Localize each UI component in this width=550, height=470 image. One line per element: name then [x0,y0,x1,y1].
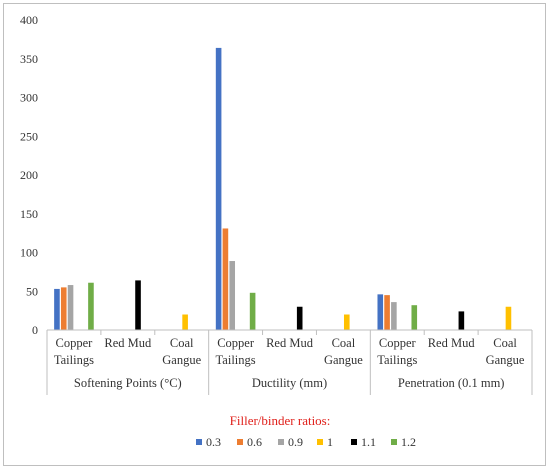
category-label: Red Mud [428,336,476,350]
bar [343,314,350,330]
legend-swatch [196,439,202,445]
y-tick-label: 150 [20,207,38,221]
category-label: Tailings [377,353,417,367]
category-label: Gangue [162,353,201,367]
bar [229,261,236,330]
bar [384,295,390,330]
legend-label: 0.6 [247,435,262,449]
legend-swatch [391,439,397,445]
y-tick-label: 0 [32,323,38,337]
category-label: Coal [170,336,194,350]
legend-label: 1.2 [401,435,416,449]
y-tick-label: 100 [20,246,38,260]
category-label: Red Mud [266,336,314,350]
bar [391,302,397,330]
y-tick-label: 350 [20,52,38,66]
legend-swatch [237,439,243,445]
y-tick-label: 300 [20,91,38,105]
bar [135,280,141,330]
bar [296,306,303,330]
bar [215,47,222,331]
legend-label: 0.9 [288,435,303,449]
bar [377,294,384,330]
bar [88,282,94,330]
legend-label: 0.3 [206,435,221,449]
bar [458,311,465,330]
category-label: Tailings [54,353,94,367]
group-label: Ductility (mm) [252,376,327,390]
category-label: Coal [493,336,517,350]
legend-swatch [317,439,323,445]
category-label: Copper [56,336,94,350]
legend-label: 1.1 [361,435,376,449]
legend-swatch [278,439,284,445]
category-label: Red Mud [104,336,152,350]
category-label: Gangue [486,353,525,367]
bar [54,288,60,330]
bar [60,287,67,330]
y-tick-label: 50 [26,284,38,298]
category-label: Coal [332,336,356,350]
y-tick-label: 400 [20,13,38,27]
bar [411,305,418,330]
category-label: Gangue [324,353,363,367]
bar [182,314,188,330]
bar [505,306,512,330]
legend-title: Filler/binder ratios: [230,413,331,428]
legend-swatch [351,439,357,445]
chart-frame [3,3,546,466]
group-label: Softening Points (°C) [74,376,182,390]
bar [222,228,229,330]
y-tick-label: 200 [20,168,38,182]
bar [67,285,74,330]
bar [249,292,256,330]
y-tick-label: 250 [20,129,38,143]
group-label: Penetration (0.1 mm) [398,376,505,390]
category-label: Tailings [216,353,256,367]
legend-label: 1 [327,435,333,449]
category-label: Copper [379,336,417,350]
category-label: Copper [217,336,255,350]
